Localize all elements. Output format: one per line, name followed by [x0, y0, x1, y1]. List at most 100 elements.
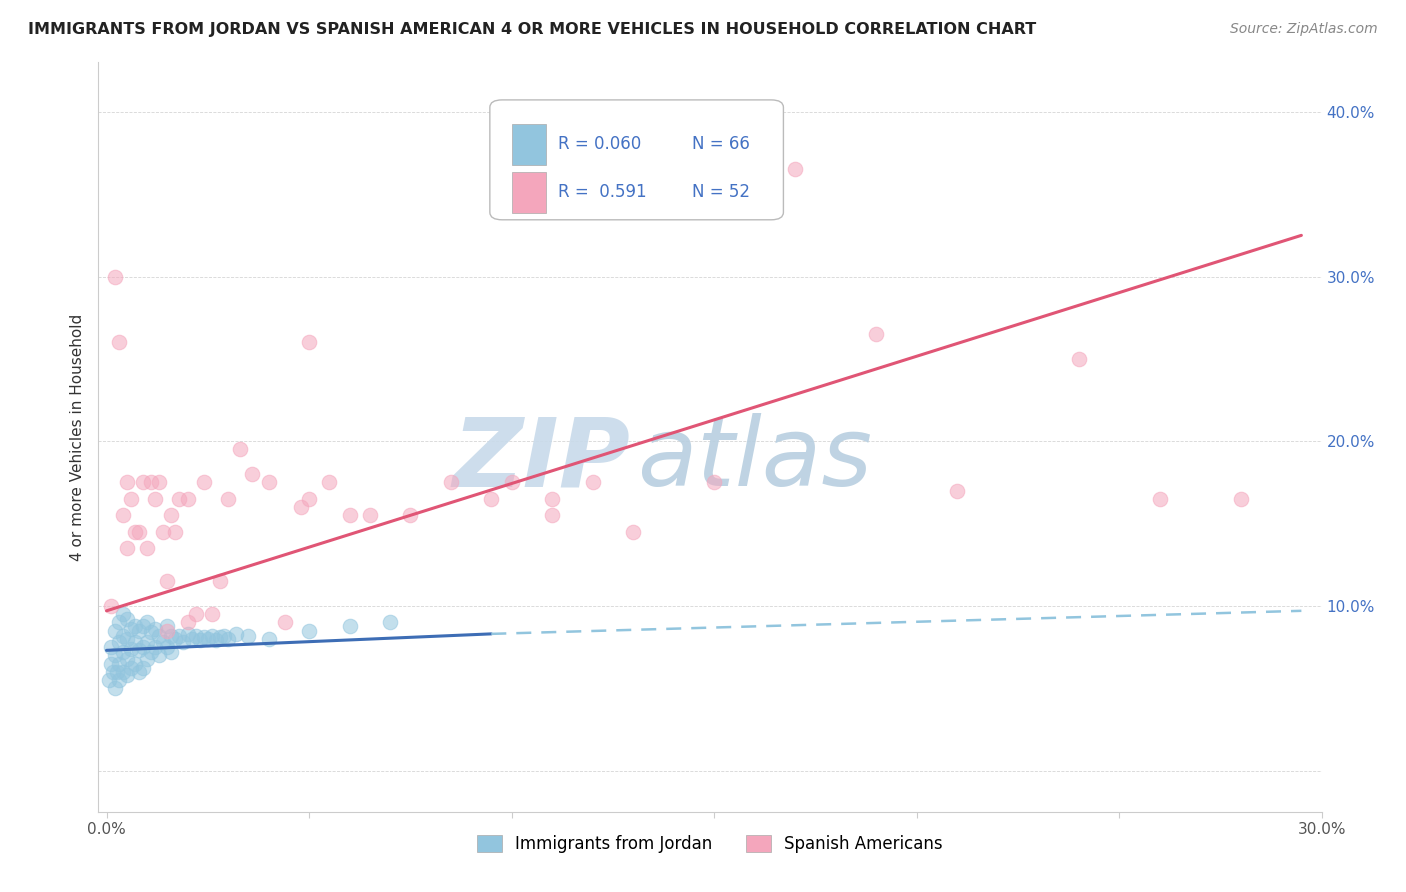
Point [143, 491, 166, 506]
Point [104, 269, 127, 284]
Point [100, 657, 122, 671]
Text: R = 0.060: R = 0.060 [558, 135, 641, 153]
Point [124, 618, 146, 632]
Point [208, 574, 231, 589]
Point [111, 665, 134, 679]
Point [120, 641, 142, 656]
Point [148, 628, 170, 642]
Point [208, 630, 231, 644]
Point [97, 673, 120, 687]
Point [107, 673, 129, 687]
Point [115, 651, 138, 665]
Point [139, 645, 162, 659]
Text: R =  0.591: R = 0.591 [558, 183, 647, 202]
Point [124, 657, 146, 671]
Point [128, 524, 150, 539]
Point [378, 615, 401, 630]
Point [541, 508, 564, 523]
Point [946, 483, 969, 498]
Point [156, 640, 179, 654]
Point [298, 624, 321, 638]
Point [257, 632, 280, 646]
Point [107, 615, 129, 630]
Point [128, 624, 150, 638]
Point [111, 628, 134, 642]
Point [501, 475, 523, 490]
Point [240, 467, 263, 482]
Point [180, 632, 202, 646]
Point [193, 630, 215, 644]
Point [115, 541, 138, 556]
Point [111, 607, 134, 621]
Text: Source: ZipAtlas.com: Source: ZipAtlas.com [1230, 22, 1378, 37]
Point [160, 645, 183, 659]
Point [399, 508, 422, 523]
Point [124, 524, 146, 539]
Point [107, 657, 129, 671]
Point [101, 665, 124, 679]
Point [148, 648, 170, 663]
Point [217, 632, 239, 646]
Point [205, 633, 228, 648]
Text: IMMIGRANTS FROM JORDAN VS SPANISH AMERICAN 4 OR MORE VEHICLES IN HOUSEHOLD CORRE: IMMIGRANTS FROM JORDAN VS SPANISH AMERIC… [28, 22, 1036, 37]
Point [105, 665, 128, 679]
Point [115, 668, 138, 682]
Point [139, 625, 162, 640]
Point [165, 632, 187, 646]
Point [128, 643, 150, 657]
Text: ZIP: ZIP [453, 413, 630, 506]
Point [176, 491, 198, 506]
Point [136, 635, 159, 649]
Point [298, 491, 321, 506]
Point [581, 475, 603, 490]
Point [229, 442, 252, 457]
Point [290, 500, 312, 514]
Y-axis label: 4 or more Vehicles in Household: 4 or more Vehicles in Household [69, 313, 84, 561]
Point [188, 633, 211, 648]
Point [152, 635, 174, 649]
Point [165, 524, 187, 539]
Point [783, 162, 806, 177]
Text: N = 52: N = 52 [692, 183, 749, 202]
Point [156, 624, 179, 638]
FancyBboxPatch shape [489, 100, 783, 219]
Point [136, 541, 159, 556]
Point [184, 607, 207, 621]
Point [217, 491, 239, 506]
Point [115, 475, 138, 490]
Point [201, 607, 224, 621]
Point [124, 635, 146, 649]
Point [201, 628, 224, 642]
Point [148, 475, 170, 490]
Point [139, 475, 162, 490]
Point [865, 327, 887, 342]
Point [104, 681, 127, 696]
Point [100, 640, 122, 654]
Bar [512, 124, 546, 165]
Legend: Immigrants from Jordan, Spanish Americans: Immigrants from Jordan, Spanish American… [471, 828, 949, 860]
Point [136, 651, 159, 665]
Point [169, 491, 191, 506]
Point [120, 491, 142, 506]
Point [160, 508, 183, 523]
Point [703, 475, 725, 490]
Point [257, 475, 280, 490]
Point [136, 615, 159, 630]
Bar [512, 172, 546, 213]
Point [120, 622, 142, 636]
Point [104, 648, 127, 663]
Point [111, 508, 134, 523]
Point [1067, 351, 1090, 366]
Point [128, 665, 150, 679]
Point [115, 632, 138, 646]
Point [359, 508, 381, 523]
Point [111, 645, 134, 659]
Point [143, 640, 166, 654]
Point [238, 628, 260, 642]
Point [298, 335, 321, 350]
Point [479, 491, 502, 506]
Point [440, 475, 463, 490]
Point [1149, 491, 1171, 506]
Point [193, 475, 215, 490]
Point [621, 524, 644, 539]
